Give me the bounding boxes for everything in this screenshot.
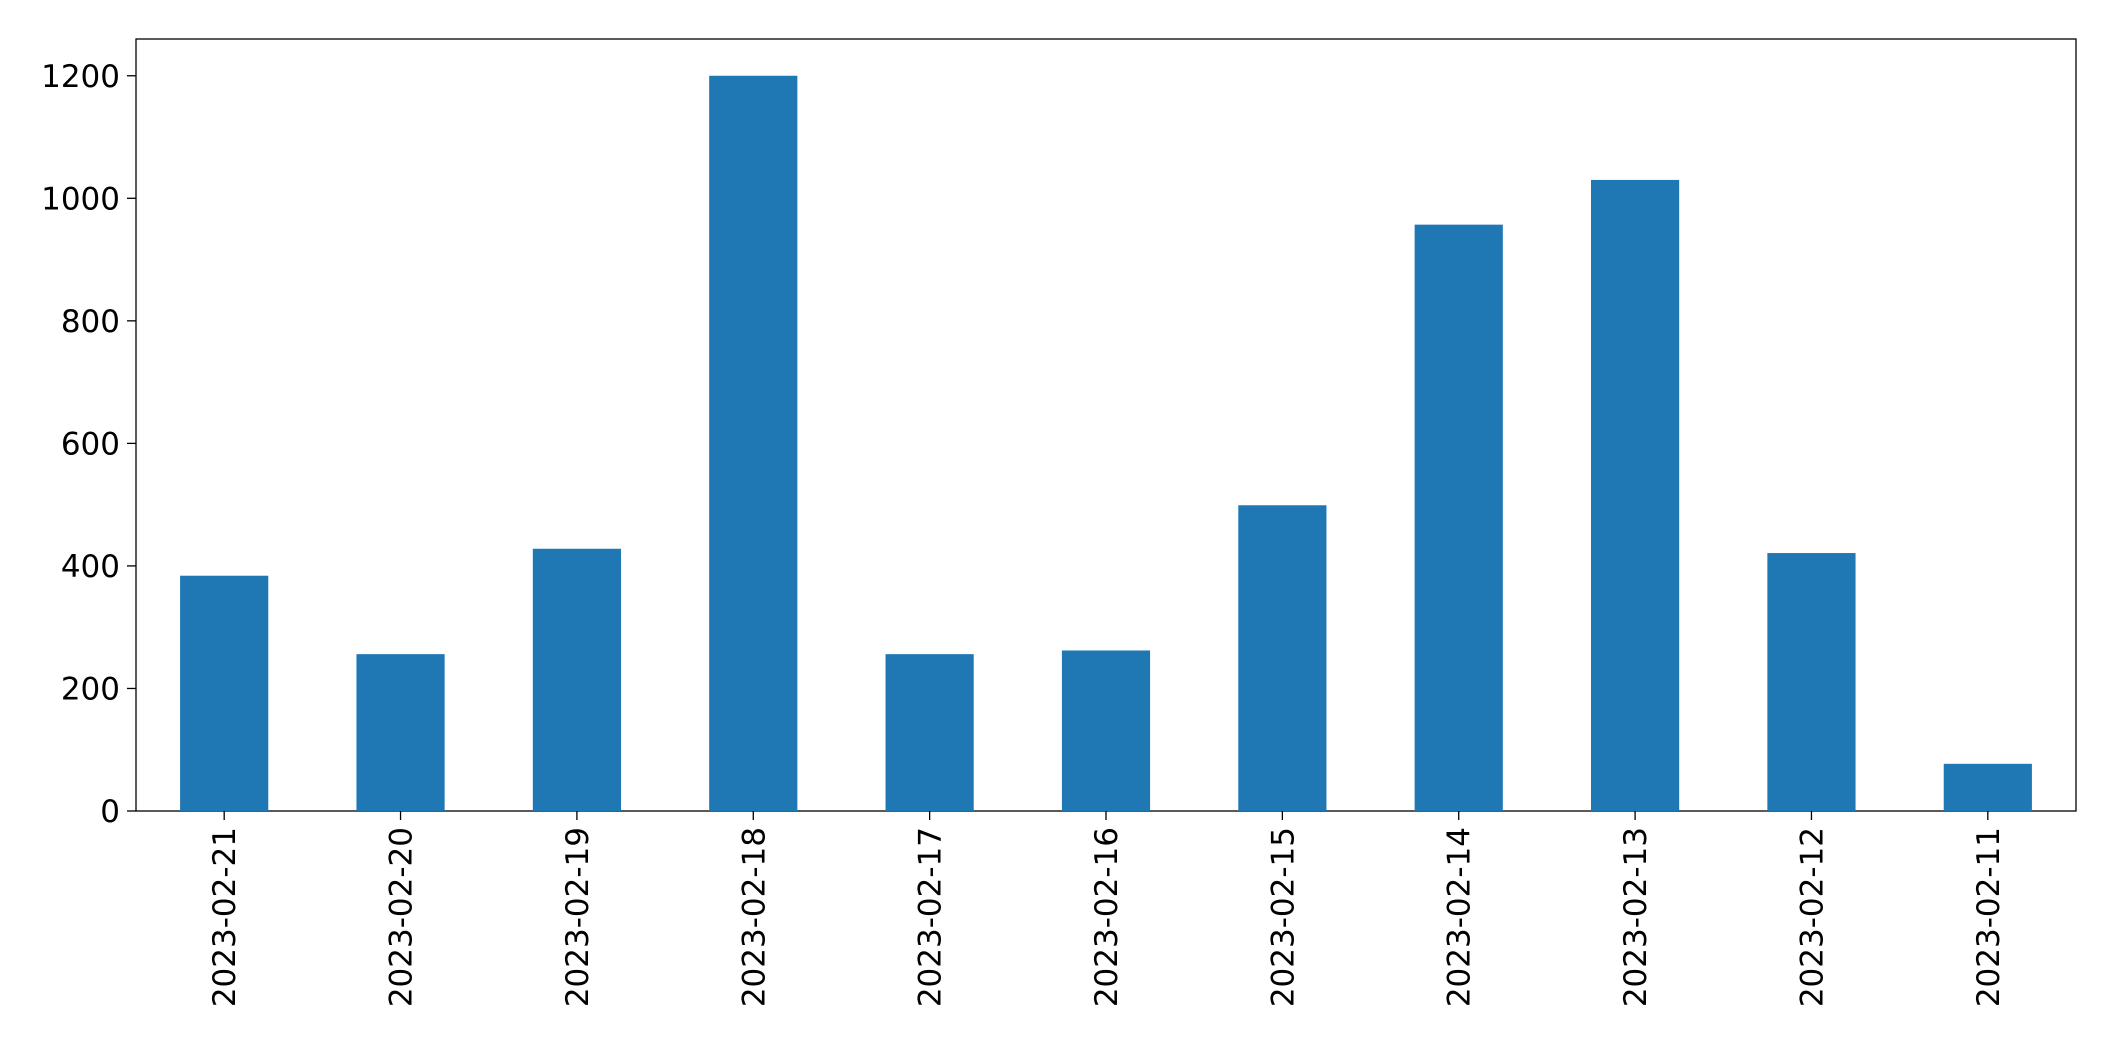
bar (1414, 224, 1503, 812)
y-tick-label: 1200 (41, 59, 120, 95)
x-tick-label: 2023-02-21 (207, 827, 243, 1007)
y-tick-label: 200 (61, 671, 120, 707)
x-tick-label: 2023-02-13 (1618, 827, 1654, 1007)
bar (709, 75, 798, 811)
y-tick-label: 0 (100, 794, 120, 830)
y-tick-label: 600 (61, 426, 120, 462)
bar (1943, 763, 2032, 811)
x-tick-label: 2023-02-19 (560, 827, 596, 1007)
bar (1767, 553, 1856, 811)
bar (1591, 179, 1680, 811)
x-tick-label: 2023-02-15 (1265, 827, 1301, 1007)
bar (885, 654, 974, 811)
x-tick-label: 2023-02-14 (1442, 827, 1478, 1007)
bar (1061, 650, 1151, 811)
y-tick-label: 800 (61, 304, 120, 340)
bar (356, 654, 445, 811)
x-tick-label: 2023-02-20 (384, 827, 420, 1007)
x-tick-label: 2023-02-18 (736, 827, 772, 1007)
bar (1238, 505, 1327, 811)
x-tick-label: 2023-02-17 (913, 827, 949, 1007)
x-tick-label: 2023-02-11 (1971, 827, 2007, 1007)
bar (180, 575, 269, 811)
y-tick-label: 400 (61, 549, 120, 585)
x-tick-label: 2023-02-12 (1794, 827, 1830, 1007)
y-tick-label: 1000 (41, 181, 120, 217)
x-tick-label: 2023-02-16 (1089, 827, 1125, 1007)
bar (532, 548, 621, 811)
